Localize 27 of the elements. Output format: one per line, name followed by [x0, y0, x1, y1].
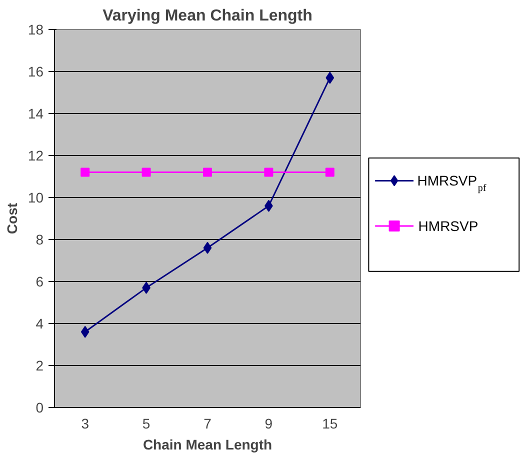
point [326, 72, 334, 84]
point [80, 168, 90, 177]
point [203, 168, 212, 177]
x-tick-label: 9 [264, 416, 273, 432]
chart-title: Varying Mean Chain Length [102, 8, 312, 24]
y-tick-label: 18 [28, 22, 44, 38]
point [80, 326, 90, 338]
x-tick-label: 3 [81, 416, 90, 432]
y-tick-label: 14 [28, 106, 44, 122]
x-tick-label: 5 [142, 416, 150, 432]
y-tick-label: 16 [28, 64, 44, 80]
y-tick-label: 4 [36, 316, 44, 332]
y-axis-title: Cost [4, 202, 20, 234]
y-tick-label: 10 [28, 190, 44, 206]
y-tick-label: 0 [36, 400, 44, 416]
point [264, 168, 274, 177]
x-tick-label: 7 [204, 416, 212, 432]
x-axis-title: Chain Mean Length [142, 436, 272, 452]
legend-label: HMRSVP [418, 218, 478, 234]
point [325, 168, 334, 177]
point [203, 242, 212, 254]
y-tick-label: 6 [36, 274, 44, 290]
y-tick-label: 12 [28, 148, 44, 164]
x-tick-label: 15 [322, 416, 338, 432]
y-tick-label: 8 [36, 232, 44, 248]
point [142, 168, 151, 177]
y-tick-label: 2 [36, 358, 44, 374]
